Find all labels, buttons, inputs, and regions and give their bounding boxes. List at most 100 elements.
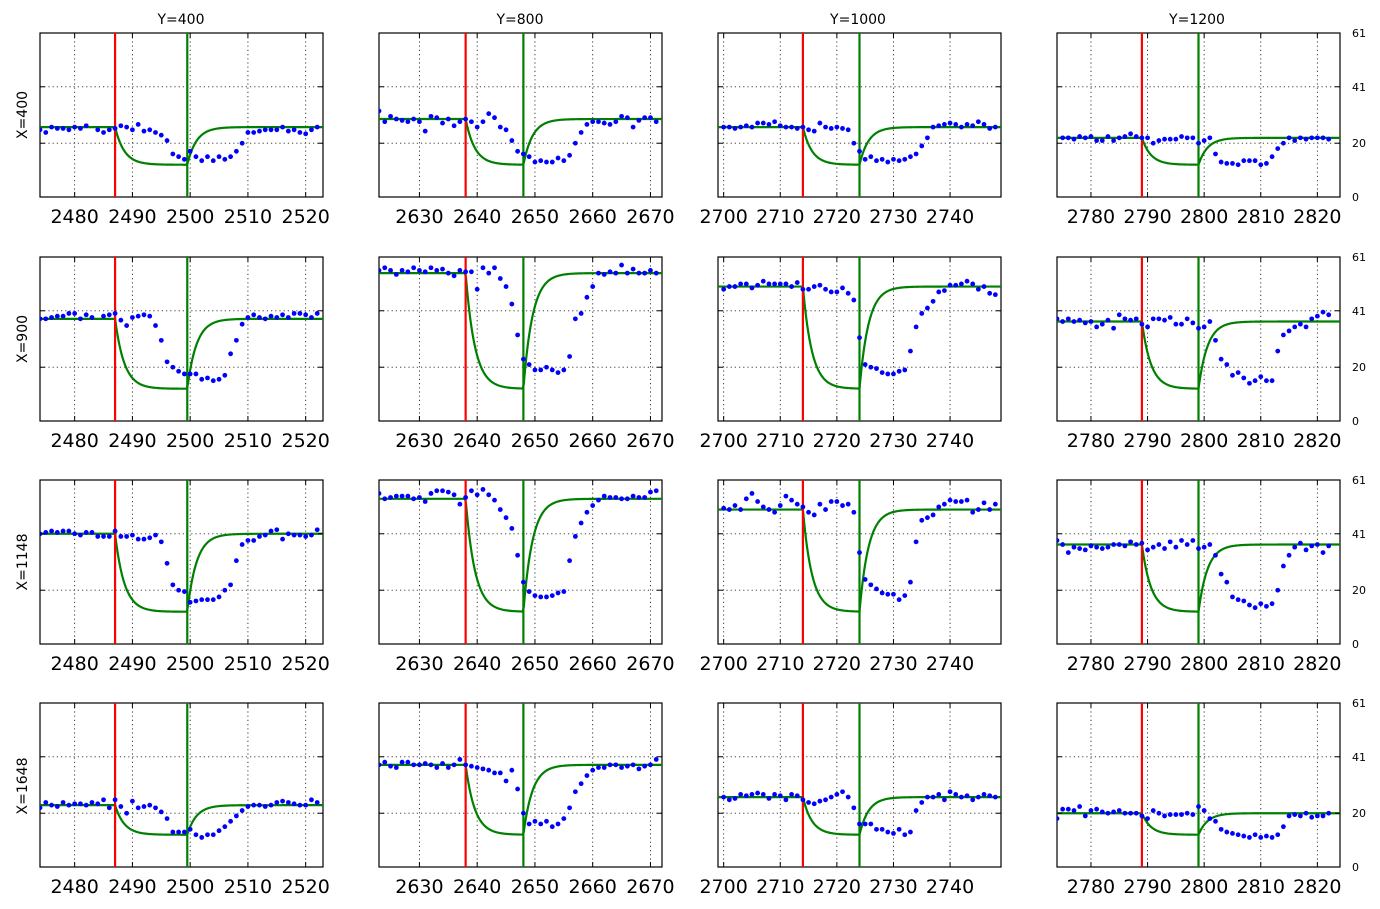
data-point (755, 499, 761, 504)
data-point (228, 154, 233, 160)
data-point (1122, 810, 1128, 816)
data-point (987, 793, 993, 799)
data-point (141, 128, 147, 134)
data-point (567, 354, 572, 359)
data-point (913, 151, 919, 157)
data-point (379, 268, 382, 273)
y-tick-label: 0 (1352, 415, 1359, 428)
data-point (1071, 808, 1077, 813)
data-point (1122, 543, 1128, 549)
data-point (1065, 135, 1071, 141)
data-point (942, 288, 947, 294)
data-point (1167, 812, 1173, 817)
data-point (399, 268, 405, 273)
data-point (181, 829, 187, 835)
data-point (874, 586, 879, 592)
data-point (636, 495, 642, 500)
data-point (1057, 538, 1060, 543)
subplot-r1-c3: 2780 2790 2800 2810 2820 0 20 41 61 (1056, 251, 1366, 452)
data-point (526, 821, 532, 827)
data-point (43, 130, 49, 135)
data-point (1241, 833, 1247, 839)
data-point (233, 813, 239, 819)
data-point (743, 496, 749, 502)
data-point (463, 495, 469, 500)
data-point (1196, 804, 1201, 809)
data-point (908, 829, 913, 835)
data-layer (718, 480, 1001, 644)
data-point (233, 148, 239, 154)
data-point (1057, 816, 1060, 822)
data-point (422, 499, 428, 504)
data-point (205, 154, 210, 160)
subplot-r0-c2: 2700 2710 2720 2730 2740 (699, 32, 1002, 228)
data-point (607, 122, 613, 127)
data-point (532, 818, 538, 824)
data-point (210, 597, 216, 603)
data-point (280, 124, 285, 130)
data-point (309, 532, 314, 538)
data-point (422, 128, 428, 134)
data-point (538, 367, 544, 373)
data-point (393, 272, 399, 277)
data-point (268, 313, 274, 319)
data-point (1235, 832, 1241, 838)
data-point (572, 316, 578, 322)
column-title-y1200: Y=1200 (1168, 12, 1225, 28)
figure-labels: Y=400 Y=800 Y=1000 Y=1200 X=400 X=900 X=… (15, 12, 1225, 814)
data-layer (718, 703, 1001, 867)
data-point (549, 824, 555, 830)
data-point (936, 792, 942, 797)
data-point (124, 810, 130, 816)
data-point (379, 108, 382, 114)
data-point (176, 368, 182, 374)
data-point (130, 315, 135, 320)
data-point (233, 558, 239, 564)
data-point (216, 154, 222, 160)
data-point (1099, 138, 1105, 143)
data-point (187, 599, 193, 605)
data-point (732, 503, 738, 508)
data-point (958, 281, 964, 287)
data-point (567, 152, 572, 158)
data-point (1190, 538, 1196, 543)
data-point (800, 504, 806, 510)
data-point (1258, 601, 1264, 607)
data-point (902, 832, 908, 838)
data-point (43, 316, 49, 322)
data-point (222, 824, 228, 830)
data-point (170, 582, 176, 588)
x-tick-label: 2800 (1180, 876, 1228, 898)
x-tick-label: 2480 (50, 876, 98, 898)
data-point (891, 830, 896, 836)
data-point (908, 579, 913, 585)
data-point (532, 159, 538, 165)
data-point (257, 128, 262, 134)
data-point (101, 130, 106, 135)
data-point (1326, 810, 1332, 816)
subplot-r3-c3: 2780 2790 2800 2810 2820 0 20 41 61 (1056, 697, 1366, 898)
x-tick-label: 2510 (224, 876, 272, 898)
data-point (874, 158, 879, 164)
data-point (1094, 806, 1100, 812)
data-point (619, 262, 624, 268)
data-point (89, 800, 95, 805)
data-point (743, 793, 749, 799)
data-point (422, 269, 428, 275)
data-point (619, 113, 624, 119)
data-point (210, 378, 216, 384)
data-point (958, 499, 964, 504)
data-point (1218, 356, 1224, 362)
data-point (772, 509, 777, 515)
data-point (1297, 135, 1303, 141)
data-point (291, 127, 297, 133)
data-point (49, 124, 54, 130)
data-point (1145, 324, 1150, 330)
data-point (1099, 809, 1105, 815)
data-point (1292, 324, 1298, 330)
data-point (1156, 810, 1162, 816)
data-point (828, 499, 834, 504)
data-point (1320, 309, 1326, 315)
data-point (1105, 134, 1111, 139)
data-point (1077, 546, 1083, 551)
